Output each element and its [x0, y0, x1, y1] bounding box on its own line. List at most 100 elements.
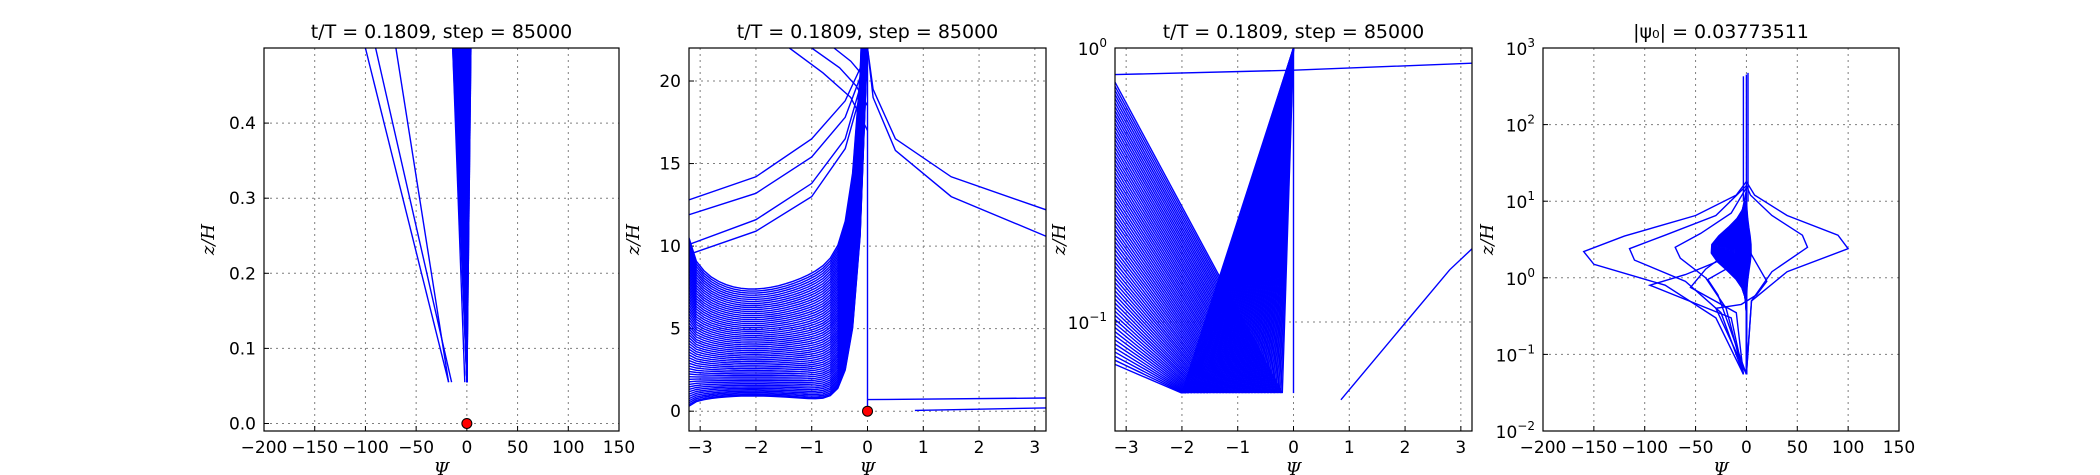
curves	[1582, 72, 1850, 375]
fan-curve	[1115, 351, 1187, 394]
panel-3-ylabel: z/H	[1049, 224, 1070, 257]
series-curve	[1745, 181, 1850, 375]
y-tick-label: 0.4	[229, 114, 256, 134]
fan-curve	[1115, 106, 1275, 394]
fan-curve	[689, 48, 866, 357]
fan-curve	[689, 48, 863, 303]
fan-curve	[689, 48, 864, 321]
fan-curve	[1115, 302, 1205, 394]
fan-curve	[1115, 290, 1209, 394]
fan-curve	[1115, 269, 1216, 394]
fan-curve	[689, 48, 867, 365]
fan-curve	[1115, 155, 1257, 394]
series-curve	[867, 397, 1046, 401]
curves	[689, 48, 1046, 412]
fan-curve	[1115, 159, 1256, 394]
fan-curve	[689, 48, 863, 309]
y-tick-label: 5	[670, 320, 681, 340]
fan-curve	[689, 48, 867, 378]
fan-curve	[1115, 343, 1190, 394]
x-tick-label: −200	[241, 438, 288, 458]
fan-curve	[689, 48, 865, 331]
fan-curve	[689, 48, 865, 335]
series-curve	[1706, 231, 1748, 375]
fan-curve	[1115, 143, 1262, 394]
fan-curve	[1115, 81, 1283, 394]
fan-curve	[1115, 188, 1246, 394]
fan-curve	[1115, 114, 1272, 394]
fan-curve	[1115, 212, 1237, 394]
x-tick-label: 150	[603, 438, 635, 458]
fan-curve	[689, 48, 863, 305]
fan-curve	[1115, 237, 1228, 394]
x-tick-label: 50	[1786, 438, 1808, 458]
fan-curve	[1115, 322, 1197, 394]
fan-curve	[689, 48, 867, 377]
y-tick-label: 100	[1078, 36, 1107, 60]
fan-curve	[689, 48, 866, 352]
fan-curve	[689, 48, 864, 319]
fan-curve	[689, 48, 866, 355]
y-tick-label: 0	[670, 402, 681, 422]
fan-curve	[1115, 122, 1269, 394]
x-tick-label: −50	[398, 438, 434, 458]
x-tick-label: 100	[552, 438, 584, 458]
fan-curve	[1115, 90, 1281, 394]
fan-curve	[1115, 225, 1232, 394]
fan-curve	[689, 48, 867, 380]
fan-curve	[1115, 200, 1241, 394]
y-tick-label: 101	[1506, 189, 1535, 213]
series-curve	[811, 48, 869, 107]
x-tick-label: 3	[1029, 438, 1040, 458]
fan-curve	[1115, 98, 1278, 394]
fan-curve	[689, 48, 865, 338]
fan-curve	[689, 48, 863, 311]
panel-2-xlabel: Ψ	[860, 459, 877, 475]
axes-frame	[688, 47, 1047, 432]
x-tick-label: −100	[1621, 438, 1668, 458]
series-curve	[452, 48, 466, 383]
x-tick-label: 2	[974, 438, 985, 458]
panel-1: −200 −150 −100 −50 0 50 100 1500.00.10.20.30.4 …	[198, 21, 635, 475]
fan-curve	[689, 48, 862, 292]
fan-curve	[1115, 245, 1225, 394]
fan-curve	[689, 48, 864, 323]
fan-curve	[689, 48, 868, 390]
x-tick-label: −3	[688, 438, 713, 458]
axes-frame	[263, 47, 620, 432]
fan-curve	[1115, 229, 1231, 394]
fan-curve	[689, 48, 865, 340]
x-tick-label: 0	[1741, 438, 1752, 458]
panel-2: −3 −2 −1 0 1 2 3 0 5 10 15 20 t/T = 0.1809, step = …	[623, 21, 1047, 475]
curves	[364, 48, 472, 383]
fan-curve	[689, 48, 867, 373]
fan-curve	[1115, 282, 1212, 394]
fan-curve	[1115, 257, 1221, 394]
panel-1-ylabel: z/H	[198, 224, 219, 257]
fan-curve	[1115, 314, 1200, 394]
fan-curve	[1115, 355, 1186, 394]
curves	[1115, 48, 1472, 401]
y-tick-label: 0.2	[229, 264, 256, 284]
y-tick-label: 102	[1506, 113, 1535, 137]
fan-curve	[1281, 48, 1295, 394]
fan-curve	[1115, 233, 1230, 394]
y-tick-label: 20	[659, 72, 681, 92]
fan-curve	[689, 48, 863, 294]
series-curve	[689, 48, 869, 256]
fan-curve	[689, 48, 864, 329]
series-curve	[689, 48, 869, 216]
fan-curve	[689, 48, 868, 388]
fan-curve	[1115, 363, 1183, 394]
fan-curve	[1115, 94, 1279, 394]
fan-curve	[1115, 135, 1265, 394]
fan-curve	[689, 48, 864, 315]
panel-3-xlabel: Ψ	[1286, 459, 1303, 475]
x-tick-label: 150	[1883, 438, 1915, 458]
panel-1-xlabel: Ψ	[434, 459, 451, 475]
fan-curve	[1115, 253, 1222, 394]
x-tick-label: 1	[918, 438, 929, 458]
y-tick-label: 103	[1506, 36, 1535, 60]
fan-curve	[689, 48, 866, 350]
